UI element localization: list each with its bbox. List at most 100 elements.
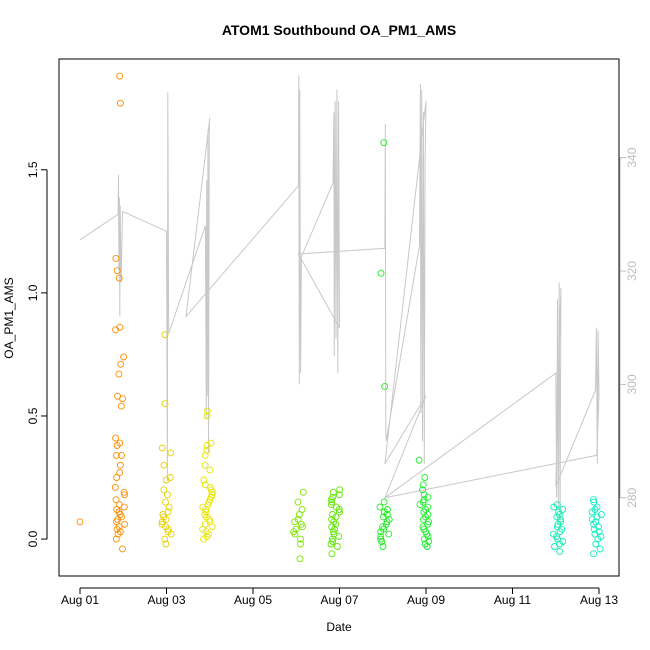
data-point (424, 511, 432, 518)
data-point (335, 506, 343, 513)
x-tick-label: Aug 05 (234, 593, 272, 607)
data-point (550, 503, 558, 511)
data-point (419, 481, 427, 489)
data-point (113, 474, 121, 481)
data-point (329, 488, 337, 496)
data-point (297, 535, 304, 543)
data-point (112, 254, 120, 262)
data-point (116, 99, 124, 107)
data-point (208, 488, 216, 496)
data-point (201, 461, 209, 469)
data-point (112, 326, 120, 334)
data-point (158, 518, 166, 526)
y-axis: 0.0 0.5 1.0 1.5 (26, 161, 48, 547)
data-point (592, 540, 600, 548)
data-point (591, 530, 599, 538)
data-point (207, 439, 215, 447)
y-tick-label: 1.5 (26, 161, 40, 178)
data-point (588, 508, 596, 516)
x-axis-label: Date (326, 620, 352, 634)
y2-axis: 280 300 320 340 (619, 147, 639, 508)
data-point (116, 528, 124, 536)
data-point (596, 545, 604, 553)
data-point (380, 498, 388, 506)
x-tick-label: Aug 09 (407, 593, 445, 607)
y2-tick-label: 280 (625, 487, 639, 507)
data-point (425, 538, 433, 545)
x-tick-label: Aug 11 (494, 593, 531, 607)
data-point (203, 446, 211, 454)
data-point (423, 543, 431, 550)
data-point (161, 400, 169, 408)
data-point (296, 555, 304, 563)
x-axis: Aug 01 Aug 03 Aug 05 Aug 07 Aug 09 Aug 11 Aug … (61, 587, 618, 607)
secondary-line-layer (79, 75, 600, 527)
data-point (377, 528, 385, 536)
x-tick-label: Aug 13 (580, 593, 618, 607)
data-point (161, 535, 169, 543)
data-point (421, 474, 429, 481)
data-point (119, 395, 127, 403)
data-point (419, 486, 427, 494)
data-point (416, 501, 424, 509)
data-point (335, 491, 343, 499)
data-point (294, 515, 302, 523)
data-point (121, 520, 129, 528)
data-point (203, 442, 211, 449)
data-point (383, 511, 391, 518)
data-point (377, 269, 385, 277)
data-point (161, 331, 169, 339)
data-point (206, 466, 214, 474)
data-point (162, 515, 170, 523)
y2-tick-label: 300 (625, 374, 639, 394)
data-point (593, 503, 601, 511)
x-tick-label: Aug 07 (320, 593, 358, 607)
data-point (556, 547, 564, 555)
points-layer (76, 72, 605, 563)
data-point (162, 540, 170, 548)
data-point (590, 550, 598, 558)
data-point (202, 528, 210, 536)
data-point (335, 533, 343, 541)
data-point (336, 486, 344, 494)
data-point (385, 515, 393, 523)
data-point (76, 518, 84, 526)
data-point (380, 139, 388, 147)
data-point (112, 535, 120, 543)
data-point (112, 496, 120, 504)
x-tick-label: Aug 01 (61, 593, 99, 607)
data-point (115, 274, 123, 282)
data-point (553, 513, 561, 521)
data-point (378, 538, 386, 545)
data-point (116, 461, 124, 469)
data-point (328, 550, 336, 558)
data-point (117, 402, 125, 410)
data-point (295, 511, 303, 518)
data-point (298, 523, 306, 531)
data-point (554, 520, 562, 528)
data-point (379, 543, 387, 550)
data-point (111, 483, 119, 491)
x-tick-label: Aug 03 (147, 593, 185, 607)
y2-tick-label: 320 (625, 261, 639, 281)
data-point (415, 456, 423, 464)
data-point (158, 444, 166, 452)
data-point (420, 491, 428, 499)
data-point (588, 515, 596, 523)
data-point (327, 540, 335, 548)
data-point (201, 451, 209, 459)
data-point (158, 520, 166, 528)
data-point (590, 498, 598, 506)
data-point (113, 267, 121, 275)
data-point (328, 535, 336, 543)
data-point (203, 533, 211, 541)
data-point (553, 501, 561, 509)
data-point (120, 353, 128, 361)
y-tick-label: 1.0 (26, 284, 40, 301)
data-point (121, 491, 128, 499)
data-point (385, 530, 393, 538)
data-point (167, 530, 175, 538)
data-point (120, 503, 128, 511)
data-point (296, 540, 304, 548)
